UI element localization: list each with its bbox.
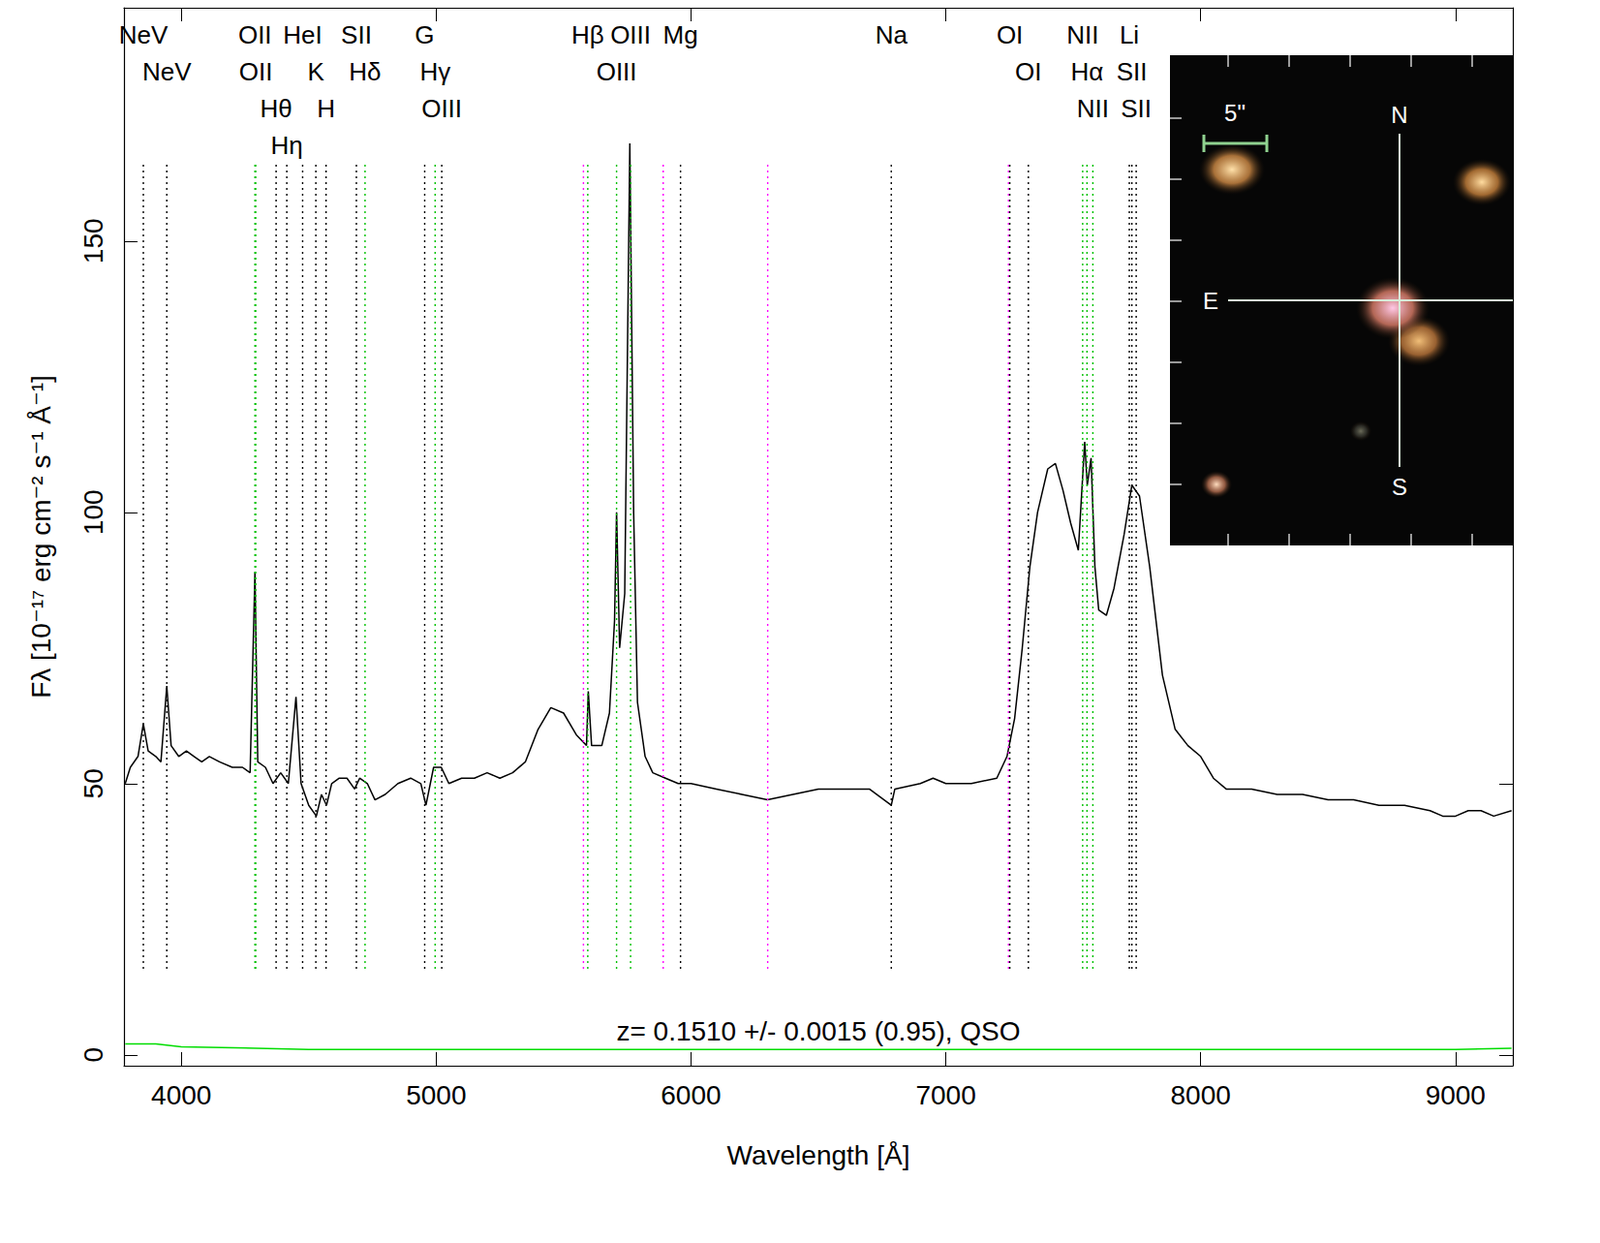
svg-text:4000: 4000 [151,1079,212,1110]
svg-text:7000: 7000 [915,1079,976,1110]
svg-text:E: E [1202,287,1219,314]
svg-text:Hβ: Hβ [571,20,605,50]
svg-text:NII: NII [1066,20,1099,50]
svg-text:Fλ [10⁻¹⁷ erg cm⁻² s⁻¹ Å⁻¹]: Fλ [10⁻¹⁷ erg cm⁻² s⁻¹ Å⁻¹] [26,374,57,699]
svg-text:NeV: NeV [142,57,192,87]
svg-text:OIII: OIII [596,57,638,87]
svg-text:G: G [414,20,434,50]
svg-text:100: 100 [78,489,109,535]
svg-text:Na: Na [875,20,909,50]
svg-text:0: 0 [78,1046,109,1063]
svg-text:Hα: Hα [1070,57,1104,87]
svg-text:50: 50 [78,768,109,799]
svg-text:N: N [1390,101,1408,128]
svg-text:8000: 8000 [1170,1079,1231,1110]
svg-text:OII: OII [239,57,274,87]
svg-text:OI: OI [1015,57,1042,87]
svg-text:Hδ: Hδ [348,57,381,87]
svg-text:SII: SII [340,20,372,50]
svg-text:9000: 9000 [1425,1079,1486,1110]
svg-text:NeV: NeV [119,20,169,50]
svg-text:S: S [1391,473,1408,500]
svg-text:Hγ: Hγ [419,57,451,87]
svg-text:OIII: OIII [610,20,651,50]
svg-text:H: H [316,93,336,124]
svg-text:Li: Li [1119,20,1139,50]
svg-text:z= 0.1510 +/- 0.0015 (0.95), Q: z= 0.1510 +/- 0.0015 (0.95), QSO [615,1015,1020,1047]
svg-text:Hη: Hη [271,130,304,160]
svg-text:Mg: Mg [663,20,699,50]
svg-text:OIII: OIII [421,93,462,124]
svg-text:6000: 6000 [660,1079,721,1110]
svg-text:SII: SII [1120,93,1152,124]
svg-text:OII: OII [238,20,273,50]
svg-text:Hθ: Hθ [259,93,292,124]
svg-text:5000: 5000 [405,1079,466,1110]
svg-text:150: 150 [78,217,109,264]
svg-text:NII: NII [1076,93,1109,124]
svg-text:Wavelength [Å]: Wavelength [Å] [727,1139,911,1170]
svg-text:OI: OI [996,20,1023,50]
svg-text:5": 5" [1224,99,1246,126]
svg-text:K: K [307,57,325,87]
svg-text:SII: SII [1116,57,1148,87]
svg-text:HeI: HeI [282,20,322,50]
